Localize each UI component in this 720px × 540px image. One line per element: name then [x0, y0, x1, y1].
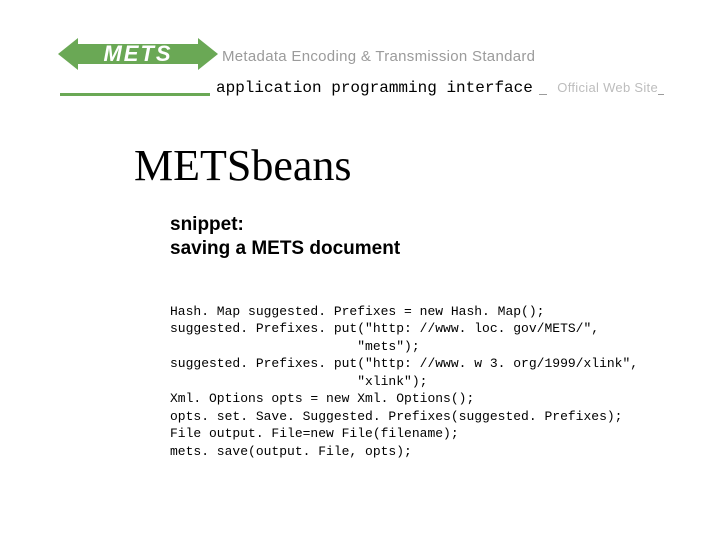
- subtitle: application programming interface: [210, 79, 539, 97]
- official-web-site: Official Web Site: [547, 80, 658, 95]
- page-title: METSbeans: [134, 140, 720, 191]
- logo: METS: [58, 38, 218, 70]
- snippet-label-2: saving a METS document: [170, 237, 720, 261]
- logo-body: METS: [78, 44, 198, 64]
- snippet-header: snippet: saving a METS document: [170, 213, 720, 261]
- header: METS Metadata Encoding & Transmission St…: [0, 0, 720, 106]
- logo-text: METS: [103, 41, 172, 67]
- arrow-left-icon: [58, 38, 78, 70]
- main: METSbeans snippet: saving a METS documen…: [0, 106, 720, 460]
- divider-left: [60, 93, 210, 96]
- code-block: Hash. Map suggested. Prefixes = new Hash…: [170, 303, 720, 461]
- tagline: Metadata Encoding & Transmission Standar…: [222, 48, 535, 65]
- arrow-right-icon: [198, 38, 218, 70]
- snippet-label-1: snippet:: [170, 213, 720, 237]
